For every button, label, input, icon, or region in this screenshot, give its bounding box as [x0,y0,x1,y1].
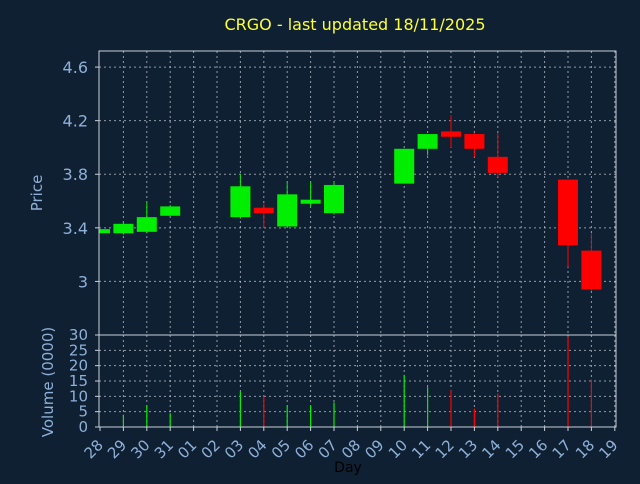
candle-body [558,179,578,246]
candle [464,132,485,157]
candle-body [113,223,134,234]
volume-tick-label: 25 [69,341,88,359]
candle-body [417,134,438,149]
volume-tick-label: 5 [78,403,88,421]
candle-body [136,217,157,232]
price-tick-label: 3.8 [63,165,88,184]
candle [113,221,134,235]
price-axis-label: Price [28,175,46,212]
candle-body [394,148,415,184]
candle [324,182,344,215]
price-y-ticks: 4.6 4.2 3.8 3.4 3 [63,58,99,291]
candle [253,203,274,228]
price-tick-label: 3.4 [63,219,88,238]
volume-tick-label: 20 [69,357,88,375]
candle-body [300,199,321,204]
candle-body [581,250,602,290]
candle [441,115,461,148]
candle-body [100,229,110,234]
candle [417,134,438,156]
candle-body [277,194,298,227]
volume-tick-label: 10 [69,387,88,405]
candle [487,132,508,177]
candle [230,174,251,219]
price-candles [99,115,602,291]
volume-tick-label: 15 [69,372,88,390]
candle-body [160,206,181,216]
candle [581,233,602,291]
candle-body [464,134,485,149]
candle-body [253,207,274,214]
candle-body [230,186,251,218]
candle [99,229,110,234]
volume-tick-label: 30 [69,326,88,344]
candle-body [487,156,508,173]
candle [136,202,157,234]
candle [160,205,181,216]
candle [558,179,578,267]
chart-title: CRGO - last updated 18/11/2025 [224,15,485,34]
price-tick-label: 4.2 [63,112,88,131]
volume-bars [122,336,593,427]
candle [277,182,298,227]
x-axis-label: Day [334,460,362,476]
candle-body [441,131,461,137]
candle [300,182,321,207]
price-tick-label: 3 [78,272,88,291]
candle-body [324,184,344,214]
price-tick-label: 4.6 [63,58,88,77]
volume-tick-label: 0 [78,418,88,436]
volume-axis-label: Volume (0000) [39,327,57,437]
candle [394,148,415,184]
